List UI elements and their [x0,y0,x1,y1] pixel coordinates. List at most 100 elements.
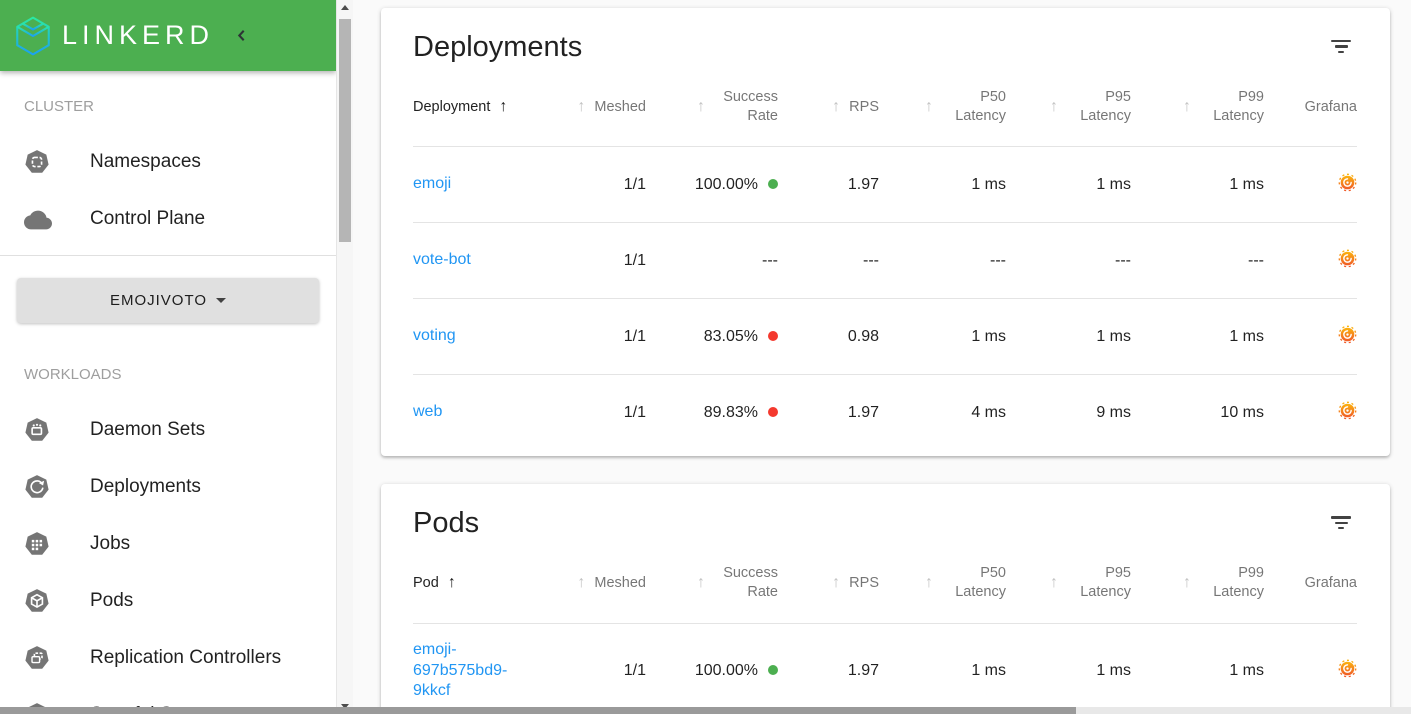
pod-name-cell: emoji-697b575bd9-9kkcf [413,622,543,714]
sort-arrow-icon: ↑ [925,574,933,592]
column-label: P99 Latency [1213,89,1264,125]
deployment-link[interactable]: web [413,403,443,421]
scroll-up-arrow-icon[interactable] [341,5,349,10]
sidebar-item-daemon-sets[interactable]: Daemon Sets [0,401,336,458]
column-label: Deployment [413,98,491,115]
rps-cell: 0.98 [778,298,879,375]
column-label: P50 Latency [955,89,1006,125]
deployment-link[interactable]: vote-bot [413,251,471,269]
success-rate-cell: 100.00% [646,146,778,223]
namespace-selector[interactable]: EMOJIVOTO [17,278,319,323]
sort-arrow-icon: ↑ [925,98,933,116]
column-header-rps[interactable]: ↑ RPS [778,546,879,623]
sort-arrow-icon: ↑ [697,574,705,592]
rps-cell: --- [778,222,879,299]
meshed-cell: 1/1 [543,146,646,223]
pods-filter-button[interactable] [1326,512,1356,533]
column-header-grafana: Grafana [1264,546,1357,623]
sidebar-item-deployments[interactable]: Deployments [0,458,336,515]
column-header-p99-latency[interactable]: ↑ P99 Latency [1131,546,1264,623]
success-rate-cell: 100.00% [646,622,778,714]
p95-latency-cell: --- [1006,222,1131,299]
p99-latency-cell: --- [1131,222,1264,299]
column-header-rps[interactable]: ↑ RPS [778,70,879,147]
grafana-cell [1264,222,1357,299]
deployment-name-cell: vote-bot [413,222,543,299]
p50-latency-cell: 1 ms [879,146,1006,223]
namespace-selector-label: EMOJIVOTO [109,292,208,309]
grafana-dashboard-link[interactable] [1338,173,1357,192]
sidebar-collapse-button[interactable] [230,24,253,47]
column-label: Meshed [594,98,646,115]
grafana-icon [1338,401,1357,420]
divider [0,255,336,256]
grafana-dashboard-link[interactable] [1338,249,1357,268]
column-label: Success Rate [723,565,778,601]
column-label: Grafana [1304,574,1357,591]
sidebar: LINKERD CLUSTER Namespaces Control Plane… [0,0,336,714]
scroll-down-arrow-icon[interactable] [341,704,349,709]
caret-down-icon [216,298,227,303]
grafana-dashboard-link[interactable] [1338,325,1357,344]
column-header-p95-latency[interactable]: ↑ P95 Latency [1006,546,1131,623]
pod-icon [24,588,50,614]
section-label-cluster: CLUSTER [24,98,95,115]
meshed-cell: 1/1 [543,222,646,299]
success-status-dot [768,664,778,675]
sort-arrow-icon: ↑ [1183,574,1191,592]
deployments-card-title: Deployments [413,31,583,63]
sort-arrow-icon: ↑ [1050,98,1058,116]
horizontal-scrollbar-thumb[interactable] [0,707,1076,714]
meshed-cell: 1/1 [543,374,646,451]
p50-latency-cell: --- [879,222,1006,299]
sidebar-item-namespaces[interactable]: Namespaces [0,133,336,190]
grafana-dashboard-link[interactable] [1338,401,1357,420]
column-label: Success Rate [723,89,778,125]
success-rate-cell: 83.05% [646,298,778,375]
namespaces-icon [24,149,50,175]
column-header-success-rate[interactable]: ↑ Success Rate [646,70,778,147]
sort-arrow-icon: ↑ [1050,574,1058,592]
column-header-p50-latency[interactable]: ↑ P50 Latency [879,546,1006,623]
sidebar-item-control-plane[interactable]: Control Plane [0,190,336,247]
p50-latency-cell: 4 ms [879,374,1006,451]
grafana-icon [1338,659,1357,678]
grafana-dashboard-link[interactable] [1338,659,1357,678]
grafana-cell [1264,298,1357,375]
success-status-dot [768,406,778,417]
grafana-icon [1338,249,1357,268]
pod-link[interactable]: emoji-697b575bd9-9kkcf [413,640,508,700]
meshed-cell: 1/1 [543,298,646,375]
grafana-cell [1264,374,1357,451]
deployments-filter-button[interactable] [1326,36,1356,57]
deployment-link[interactable]: emoji [413,175,452,193]
column-header-p99-latency[interactable]: ↑ P99 Latency [1131,70,1264,147]
column-label: Grafana [1304,98,1357,115]
pods-table: Pod ↑ ↑ Meshed ↑ Success Rate ↑ RPS ↑ P50 Lat… [413,546,1357,714]
sidebar-scrollbar[interactable] [336,0,353,714]
deployment-name-cell: emoji [413,146,543,223]
sidebar-item-jobs[interactable]: Jobs [0,515,336,572]
sidebar-item-pods[interactable]: Pods [0,572,336,629]
sort-arrow-icon: ↑ [577,98,586,116]
horizontal-scrollbar[interactable] [0,707,1411,714]
grafana-cell [1264,622,1357,714]
workloads-nav: Daemon Sets Deployments Jobs Pods Replic… [0,401,336,714]
column-header-success-rate[interactable]: ↑ Success Rate [646,546,778,623]
linkerd-logo-icon [12,15,54,57]
column-header-meshed[interactable]: ↑ Meshed [543,70,646,147]
column-header-p95-latency[interactable]: ↑ P95 Latency [1006,70,1131,147]
column-header-meshed[interactable]: ↑ Meshed [543,546,646,623]
sidebar-item-replication-controllers[interactable]: Replication Controllers [0,629,336,686]
sidebar-scrollbar-thumb[interactable] [339,19,351,242]
column-header-deployment[interactable]: Deployment ↑ [413,70,543,147]
deployment-icon [24,474,50,500]
deployment-link[interactable]: voting [413,327,456,345]
p50-latency-cell: 1 ms [879,298,1006,375]
meshed-cell: 1/1 [543,622,646,714]
column-header-pod[interactable]: Pod ↑ [413,546,543,623]
deployment-row: web 1/1 89.83% 1.97 4 ms 9 ms 10 ms [413,374,1357,451]
sort-arrow-icon: ↑ [577,574,586,592]
deployment-row: vote-bot 1/1 --- --- --- --- --- [413,222,1357,299]
column-header-p50-latency[interactable]: ↑ P50 Latency [879,70,1006,147]
